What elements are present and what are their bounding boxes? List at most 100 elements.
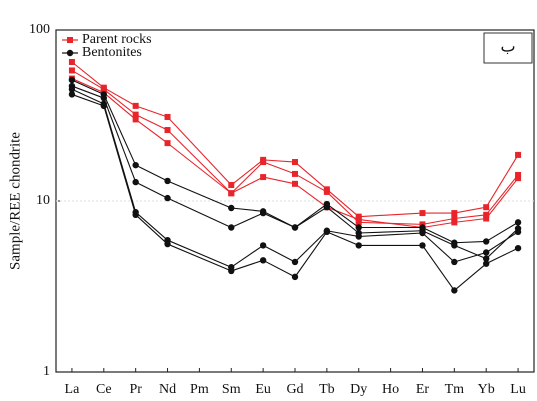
panel-label: ب xyxy=(500,39,515,56)
line-segment xyxy=(262,244,296,263)
data-point xyxy=(132,111,139,118)
line-segment xyxy=(485,231,519,253)
x-tick-label: Eu xyxy=(255,382,271,397)
line-segment xyxy=(231,212,264,228)
data-point xyxy=(451,242,458,249)
line-segment xyxy=(485,154,519,208)
line-segment xyxy=(454,240,487,244)
data-point xyxy=(164,140,171,147)
data-point xyxy=(68,58,75,65)
data-point xyxy=(68,86,76,93)
data-point xyxy=(132,116,139,123)
line-segment xyxy=(231,259,264,272)
legend-marker xyxy=(66,49,74,57)
x-tick-label: Ho xyxy=(382,382,399,397)
line-segment xyxy=(262,161,296,175)
x-tick-label: Tm xyxy=(445,382,465,397)
line-segment xyxy=(263,176,296,185)
line-segment xyxy=(485,228,519,260)
data-point xyxy=(164,177,171,185)
x-tick-label: Yb xyxy=(478,382,495,397)
plot-frame xyxy=(55,29,535,373)
line-segment xyxy=(326,206,359,220)
line-segment xyxy=(230,159,264,186)
data-point xyxy=(483,215,490,222)
data-point xyxy=(419,242,426,249)
data-point xyxy=(164,127,171,134)
line-segment xyxy=(71,88,105,105)
line-segment xyxy=(485,174,519,216)
data-point xyxy=(260,174,267,181)
line-segment xyxy=(71,93,104,107)
line-segment xyxy=(485,247,519,265)
data-point xyxy=(323,188,330,195)
line-segment xyxy=(263,159,296,163)
line-segment xyxy=(135,164,168,182)
line-segment xyxy=(103,105,137,215)
data-point xyxy=(451,258,458,266)
x-tick-label: Lu xyxy=(510,382,526,397)
line-segment xyxy=(71,69,105,90)
data-point xyxy=(451,210,458,217)
line-segment xyxy=(135,105,168,118)
data-point xyxy=(419,210,426,217)
data-point xyxy=(228,224,235,231)
line-segment xyxy=(294,231,328,278)
data-point xyxy=(355,233,362,240)
data-point xyxy=(514,244,522,252)
x-tick-label: Nd xyxy=(159,382,176,397)
data-point xyxy=(451,215,458,222)
line-segment xyxy=(294,206,328,228)
data-point xyxy=(228,182,235,189)
data-point xyxy=(355,242,362,249)
line-segment xyxy=(454,244,487,260)
line-segment xyxy=(231,176,264,194)
line-segment xyxy=(454,251,487,263)
x-tick-label: Sm xyxy=(222,382,241,397)
data-point xyxy=(514,228,522,236)
line-segment xyxy=(135,118,168,144)
line-segment xyxy=(167,197,232,228)
data-point xyxy=(451,219,458,226)
data-point xyxy=(100,94,108,102)
line-segment xyxy=(230,161,264,194)
line-segment xyxy=(167,239,232,268)
data-point xyxy=(483,255,490,262)
line-segment xyxy=(326,231,359,246)
data-point xyxy=(483,238,490,245)
line-segment xyxy=(358,230,423,234)
data-point xyxy=(132,211,139,219)
line-segment xyxy=(326,188,360,218)
data-point xyxy=(323,228,331,236)
x-tick-label: Gd xyxy=(286,382,303,397)
line-segment xyxy=(167,243,232,272)
line-segment xyxy=(167,180,232,209)
legend-marker xyxy=(67,37,73,43)
y-tick-label: 10 xyxy=(36,193,50,208)
data-point xyxy=(68,91,76,98)
line-segment xyxy=(71,79,105,95)
data-point xyxy=(292,159,298,166)
line-segment xyxy=(103,88,137,116)
data-point xyxy=(68,67,75,74)
data-point xyxy=(355,224,362,231)
data-point xyxy=(323,203,331,211)
data-point xyxy=(419,229,426,237)
data-point xyxy=(132,102,139,109)
line-segment xyxy=(453,263,487,291)
x-tick-label: Tb xyxy=(319,382,335,397)
data-point xyxy=(514,219,522,226)
data-point xyxy=(259,242,267,249)
data-point xyxy=(291,273,299,281)
data-point xyxy=(292,180,298,187)
x-tick-label: Dy xyxy=(350,382,367,397)
line-segment xyxy=(422,232,455,263)
legend-label: Bentonites xyxy=(82,45,142,60)
line-segment xyxy=(103,97,137,183)
line-segment xyxy=(167,129,232,194)
line-segment xyxy=(454,214,487,220)
line-segment xyxy=(454,206,487,214)
line-segment xyxy=(422,221,455,229)
line-segment xyxy=(326,230,359,238)
